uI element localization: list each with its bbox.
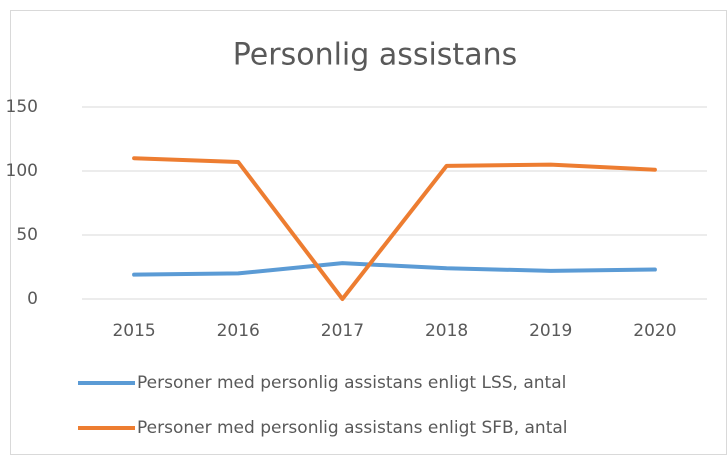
x-tick-label: 2015	[112, 321, 155, 341]
series-line	[132, 156, 657, 301]
legend-label: Personer med personlig assistans enligt …	[137, 418, 568, 438]
y-tick-label: 150	[6, 97, 38, 117]
x-tick-label: 2019	[529, 321, 572, 341]
y-tick-label: 0	[27, 289, 38, 309]
y-tick-label: 100	[6, 161, 38, 181]
x-tick-label: 2016	[217, 321, 260, 341]
legend-label: Personer med personlig assistans enligt …	[137, 373, 566, 393]
x-tick-label: 2017	[321, 321, 364, 341]
x-tick-label: 2018	[425, 321, 468, 341]
series-line	[132, 261, 657, 277]
chart-title: Personlig assistans	[233, 38, 517, 73]
x-tick-label: 2020	[633, 321, 676, 341]
y-tick-label: 50	[16, 225, 38, 245]
chart-border	[10, 10, 727, 455]
